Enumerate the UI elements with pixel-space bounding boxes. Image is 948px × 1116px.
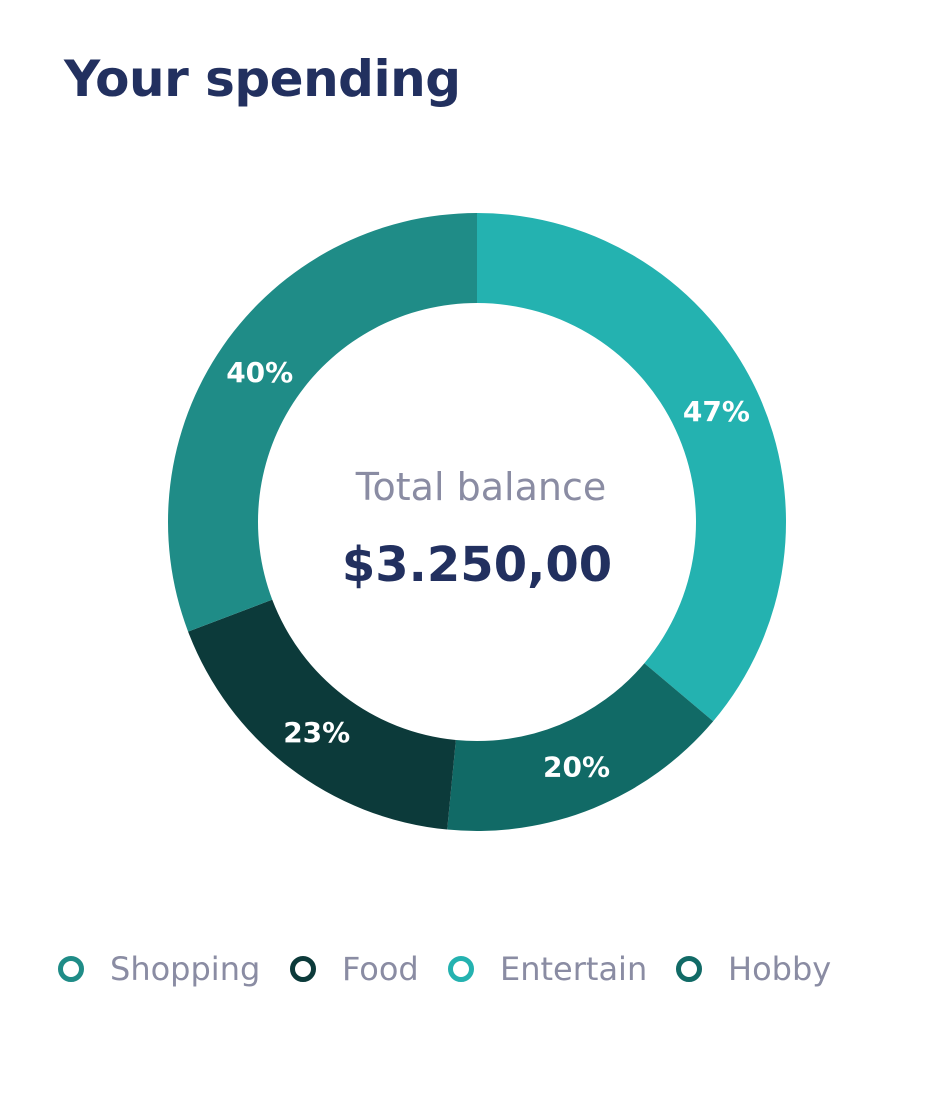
slice-label: 23% <box>283 716 350 749</box>
legend-item-hobby[interactable]: Hobby <box>676 950 840 988</box>
ring-icon <box>448 956 474 982</box>
donut-slice-hobby <box>447 663 714 832</box>
slice-label: 20% <box>543 751 610 784</box>
legend: Shopping Food Entertain Hobby <box>58 950 862 988</box>
donut-slice-food <box>188 599 456 830</box>
legend-item-food[interactable]: Food <box>290 950 426 988</box>
donut-chart: 47% 20% 23% 40% Total balance $3.250,00 <box>167 213 787 832</box>
donut-slice-shopping <box>167 213 477 632</box>
legend-label: Entertain <box>500 950 648 988</box>
legend-item-entertain[interactable]: Entertain <box>448 950 654 988</box>
slice-label: 47% <box>683 395 750 428</box>
center-value: $3.250,00 <box>342 537 612 593</box>
center-label: Total balance <box>355 465 606 509</box>
legend-item-shopping[interactable]: Shopping <box>58 950 268 988</box>
slice-label: 40% <box>226 356 293 389</box>
ring-icon <box>290 956 316 982</box>
page-title: Your spending <box>64 50 461 108</box>
donut-slice-entertain <box>477 213 787 722</box>
ring-icon <box>676 956 702 982</box>
legend-label: Hobby <box>728 950 832 988</box>
legend-label: Shopping <box>110 950 261 988</box>
legend-label: Food <box>342 950 419 988</box>
ring-icon <box>58 956 84 982</box>
